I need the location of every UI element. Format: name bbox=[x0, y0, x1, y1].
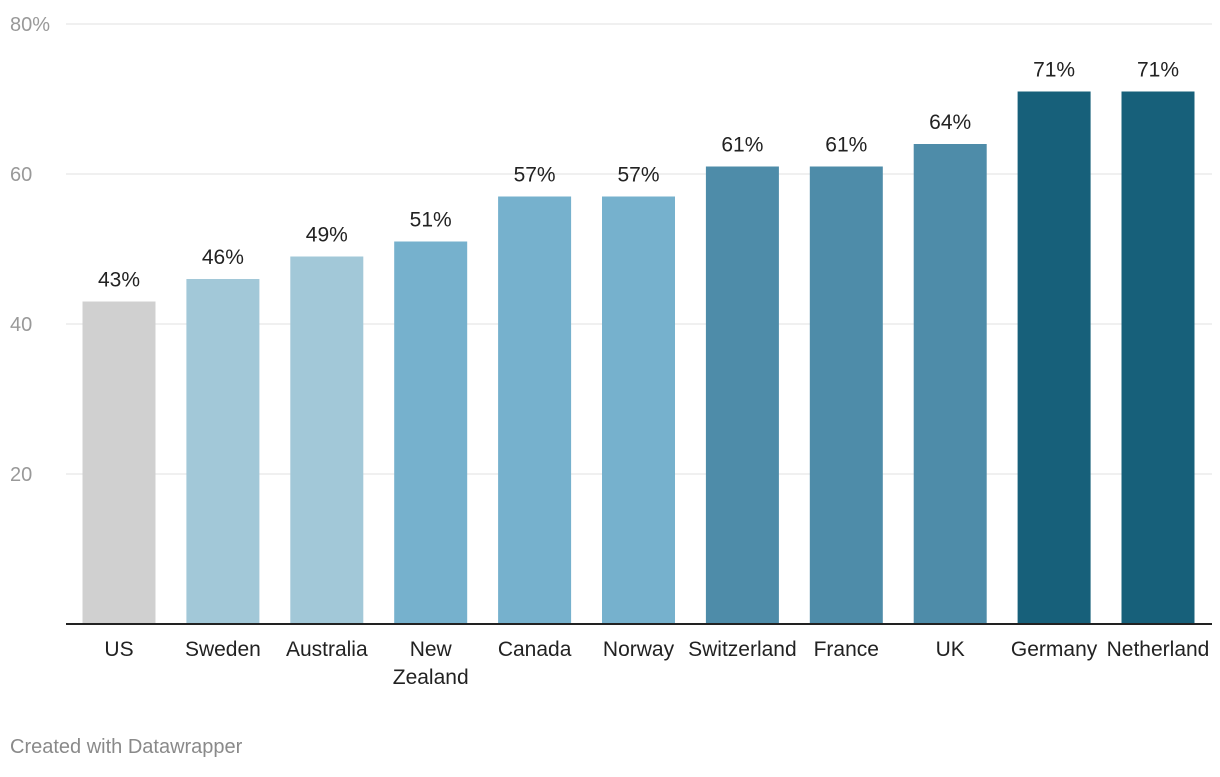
x-tick-label: Switzerland bbox=[688, 638, 797, 661]
x-axis-labels: US Sweden Australia New Zealand Canada Norway S… bbox=[104, 638, 1209, 689]
x-tick-label: New Zealand bbox=[393, 638, 469, 689]
bar bbox=[602, 196, 675, 624]
bar bbox=[913, 144, 987, 624]
bars bbox=[82, 91, 1195, 624]
x-tick-label: Germany bbox=[1011, 638, 1098, 661]
x-tick-label: UK bbox=[936, 638, 965, 661]
y-tick-label: 40 bbox=[10, 314, 32, 336]
value-label: 61% bbox=[721, 134, 763, 157]
value-label: 49% bbox=[306, 224, 348, 247]
value-label: 64% bbox=[929, 111, 971, 134]
bar bbox=[1017, 91, 1091, 624]
bar bbox=[290, 256, 364, 624]
x-tick-label: Australia bbox=[286, 638, 368, 661]
bar bbox=[705, 166, 779, 624]
value-label: 57% bbox=[514, 164, 556, 187]
bar bbox=[186, 279, 260, 624]
x-tick-label: Norway bbox=[603, 638, 675, 661]
value-labels: 43% 46% 49% 51% 57% 57% 61% 61% 64% 71% 71% bbox=[98, 59, 1179, 292]
y-axis-ticks: 20 40 60 80% bbox=[10, 14, 50, 486]
y-tick-label: 20 bbox=[10, 464, 32, 486]
value-label: 71% bbox=[1033, 59, 1075, 82]
x-tick-label: France bbox=[814, 638, 879, 661]
bar bbox=[498, 196, 572, 624]
value-label: 57% bbox=[617, 164, 659, 187]
value-label: 43% bbox=[98, 269, 140, 292]
bar bbox=[1121, 91, 1195, 624]
x-tick-label: US bbox=[104, 638, 133, 661]
value-label: 61% bbox=[825, 134, 867, 157]
x-tick-label: Netherland bbox=[1107, 638, 1210, 661]
y-tick-label: 80% bbox=[10, 14, 50, 36]
value-label: 51% bbox=[410, 209, 452, 232]
x-tick-label: Canada bbox=[498, 638, 572, 661]
x-tick-label: Sweden bbox=[185, 638, 261, 661]
value-label: 46% bbox=[202, 246, 244, 269]
value-label: 71% bbox=[1137, 59, 1179, 82]
credit-text: Created with Datawrapper bbox=[10, 736, 243, 758]
bar bbox=[809, 166, 883, 624]
bar bbox=[82, 301, 156, 624]
y-tick-label: 60 bbox=[10, 164, 32, 186]
bar bbox=[394, 241, 468, 624]
